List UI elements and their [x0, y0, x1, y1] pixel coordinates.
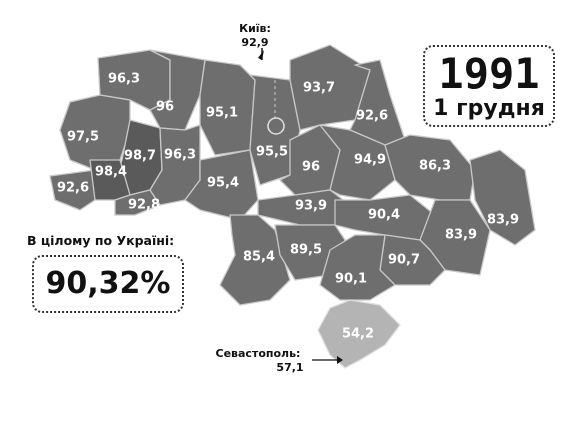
kyiv-name: Київ:: [239, 22, 271, 35]
value-volyn: 96,3: [108, 72, 140, 87]
kyiv-value: 92,9: [241, 36, 268, 49]
regions: [49, 44, 536, 369]
total-caption: В цілому по Україні:: [27, 233, 175, 248]
value-zakarpattia: 92,6: [57, 181, 89, 196]
sevastopol-name: Севастополь:: [216, 347, 301, 360]
sevastopol-value: 57,1: [276, 361, 303, 374]
total-value: 90,32%: [45, 266, 171, 301]
value-ivano-frankivsk: 98,4: [95, 165, 127, 180]
region-kherson: [319, 234, 396, 301]
value-kharkiv: 86,3: [419, 159, 451, 174]
value-sumy: 92,6: [356, 109, 388, 124]
value-zhytomyr: 95,1: [206, 106, 238, 121]
region-vinnytsia: [184, 149, 259, 221]
value-lviv: 97,5: [67, 130, 99, 145]
value-poltava: 94,9: [354, 153, 386, 168]
value-mykolaiv: 89,5: [290, 243, 322, 258]
value-dnipropetrovsk: 90,4: [368, 208, 400, 223]
value-crimea: 54,2: [342, 327, 374, 342]
total-box: 90,32%: [32, 255, 184, 313]
date-label: 1 грудня: [433, 96, 545, 121]
value-chernihiv: 93,7: [303, 81, 335, 96]
region-zhytomyr: [199, 59, 256, 156]
region-luhansk: [469, 149, 536, 246]
value-odesa: 85,4: [243, 250, 275, 265]
region-odesa: [219, 214, 291, 306]
value-rivne: 96: [156, 100, 174, 115]
value-ternopil: 98,7: [124, 149, 156, 164]
value-cherkasy: 96: [302, 160, 320, 175]
value-kyiv-oblast: 95,5: [256, 145, 288, 160]
kyiv-marker: [258, 48, 285, 135]
region-values: 96,3 96 97,5 98,7 92,6 98,4 92,8 96,3 95…: [57, 72, 519, 342]
value-kirovohrad: 93,9: [295, 199, 327, 214]
year-label: 1991: [438, 49, 540, 98]
region-crimea: [317, 299, 401, 369]
value-luhansk: 83,9: [487, 213, 519, 228]
value-chernivtsi: 92,8: [128, 198, 160, 213]
region-zakarpattia: [49, 169, 96, 211]
region-chernihiv: [289, 44, 371, 131]
value-donetsk: 83,9: [445, 228, 477, 243]
sevastopol-marker: [312, 356, 343, 364]
value-khmelnytskyi: 96,3: [164, 148, 196, 163]
value-vinnytsia: 95,4: [207, 176, 239, 191]
value-zaporizhzhia: 90,7: [388, 253, 420, 268]
city-labels: Київ: 92,9 Севастополь: 57,1: [216, 22, 304, 374]
date-box: 1991 1 грудня: [423, 45, 555, 127]
value-kherson: 90,1: [335, 272, 367, 287]
